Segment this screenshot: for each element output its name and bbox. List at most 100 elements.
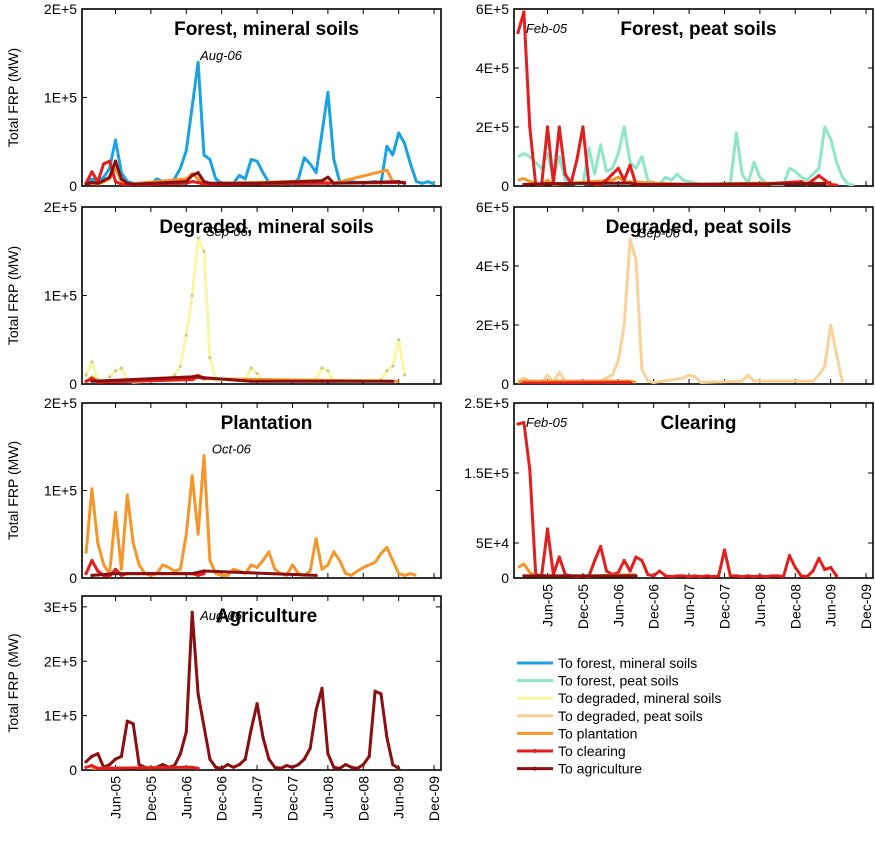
data-point (681, 574, 685, 578)
data-point (196, 573, 200, 578)
data-point (835, 183, 839, 186)
series-group (84, 60, 435, 186)
panel-title: Plantation (221, 413, 313, 434)
data-point (385, 735, 389, 740)
y-tick-label: 6E+5 (476, 199, 509, 215)
data-point (604, 178, 609, 182)
data-point (90, 170, 94, 174)
data-point (740, 575, 744, 578)
data-point (102, 162, 106, 166)
data-point (137, 763, 141, 767)
data-point (108, 159, 112, 163)
data-point (379, 692, 383, 696)
data-point (522, 574, 526, 578)
panel-plantation: 0 1E+5 2E+5 Plantation Oct-06 Total FRP (MW) (5, 395, 442, 586)
data-point (593, 558, 597, 563)
data-point (255, 702, 259, 706)
x-tick-label: Jun-08 (752, 584, 768, 627)
x-tick-label: Jun-06 (178, 776, 194, 819)
legend-item-degraded-mineral: To degraded, mineral soils (517, 690, 721, 706)
panel-frame (513, 206, 874, 385)
legend-label: To forest, mineral soils (558, 655, 697, 671)
y-tick-label: 1.5E+5 (464, 465, 509, 481)
data-point (314, 573, 318, 578)
data-point (770, 574, 774, 578)
x-tick-label: Jun-09 (391, 776, 407, 819)
data-point (522, 381, 526, 384)
data-point (581, 125, 585, 129)
data-point (367, 754, 371, 759)
data-point (616, 166, 620, 170)
data-point (196, 374, 200, 378)
series-group (517, 237, 844, 384)
panel-frame (81, 206, 442, 385)
data-point (373, 689, 377, 693)
data-point (220, 766, 224, 770)
panel-title: Forest, peat soils (620, 19, 776, 40)
data-point (705, 574, 709, 578)
data-point (557, 125, 561, 129)
y-tick-label: 0 (501, 178, 509, 194)
panel-frame (81, 8, 442, 187)
data-point (202, 182, 206, 186)
data-point (746, 574, 750, 578)
series-line-plantation (84, 454, 417, 577)
data-point (113, 180, 118, 184)
data-point (113, 757, 118, 761)
data-point (728, 574, 733, 578)
data-point (190, 765, 194, 769)
panel-clearing: 0 5E+4 1.5E+5 2.5E+5 Clearing Feb-05 Jun-05 Dec… (464, 395, 874, 629)
data-point (196, 766, 200, 770)
data-point (202, 180, 206, 184)
data-point (131, 722, 135, 726)
data-point (267, 757, 271, 761)
data-point (604, 569, 609, 573)
data-point (829, 565, 833, 570)
data-point (161, 763, 165, 767)
data-point (634, 182, 638, 186)
data-point (84, 182, 88, 186)
legend-label: To degraded, mineral soils (558, 690, 721, 706)
data-point (208, 355, 212, 359)
series-line-plantation (517, 379, 637, 384)
panel-forest-peat-soils: 0 2E+5 4E+5 6E+5 Forest, peat soils Feb-05 (476, 1, 874, 194)
y-tick-label: 0 (69, 178, 77, 194)
data-point (320, 179, 324, 183)
data-point (711, 575, 715, 578)
data-point (96, 766, 100, 770)
data-point (557, 555, 561, 559)
data-point (622, 178, 626, 182)
y-tick-label: 6E+5 (476, 1, 509, 17)
data-point (90, 764, 94, 768)
x-tick-label: Dec-06 (646, 584, 662, 629)
series-group (516, 421, 839, 578)
y-tick-label: 1E+5 (44, 483, 77, 499)
data-point (516, 422, 520, 426)
data-point (397, 338, 401, 342)
data-point (563, 172, 567, 176)
data-point (279, 766, 283, 770)
data-point (202, 572, 206, 576)
data-point (102, 179, 106, 183)
data-point (391, 379, 395, 383)
data-point (108, 375, 112, 379)
data-point (634, 574, 638, 578)
data-point (302, 757, 306, 761)
x-tick-label: Jun-07 (249, 776, 265, 819)
data-point (355, 766, 359, 770)
data-point (178, 752, 182, 756)
data-point (196, 692, 200, 696)
data-point (184, 730, 188, 734)
peak-annotation: Aug-06 (199, 48, 243, 63)
panel-title: Clearing (660, 413, 736, 434)
data-point (190, 375, 194, 379)
data-point (119, 177, 123, 181)
x-tick-label: Jun-06 (610, 584, 626, 627)
data-point (781, 575, 786, 578)
data-point (823, 568, 827, 572)
data-point (722, 548, 727, 552)
data-point (320, 686, 324, 691)
legend-label: To agriculture (558, 761, 642, 777)
data-point (231, 765, 236, 769)
data-point (208, 757, 212, 761)
